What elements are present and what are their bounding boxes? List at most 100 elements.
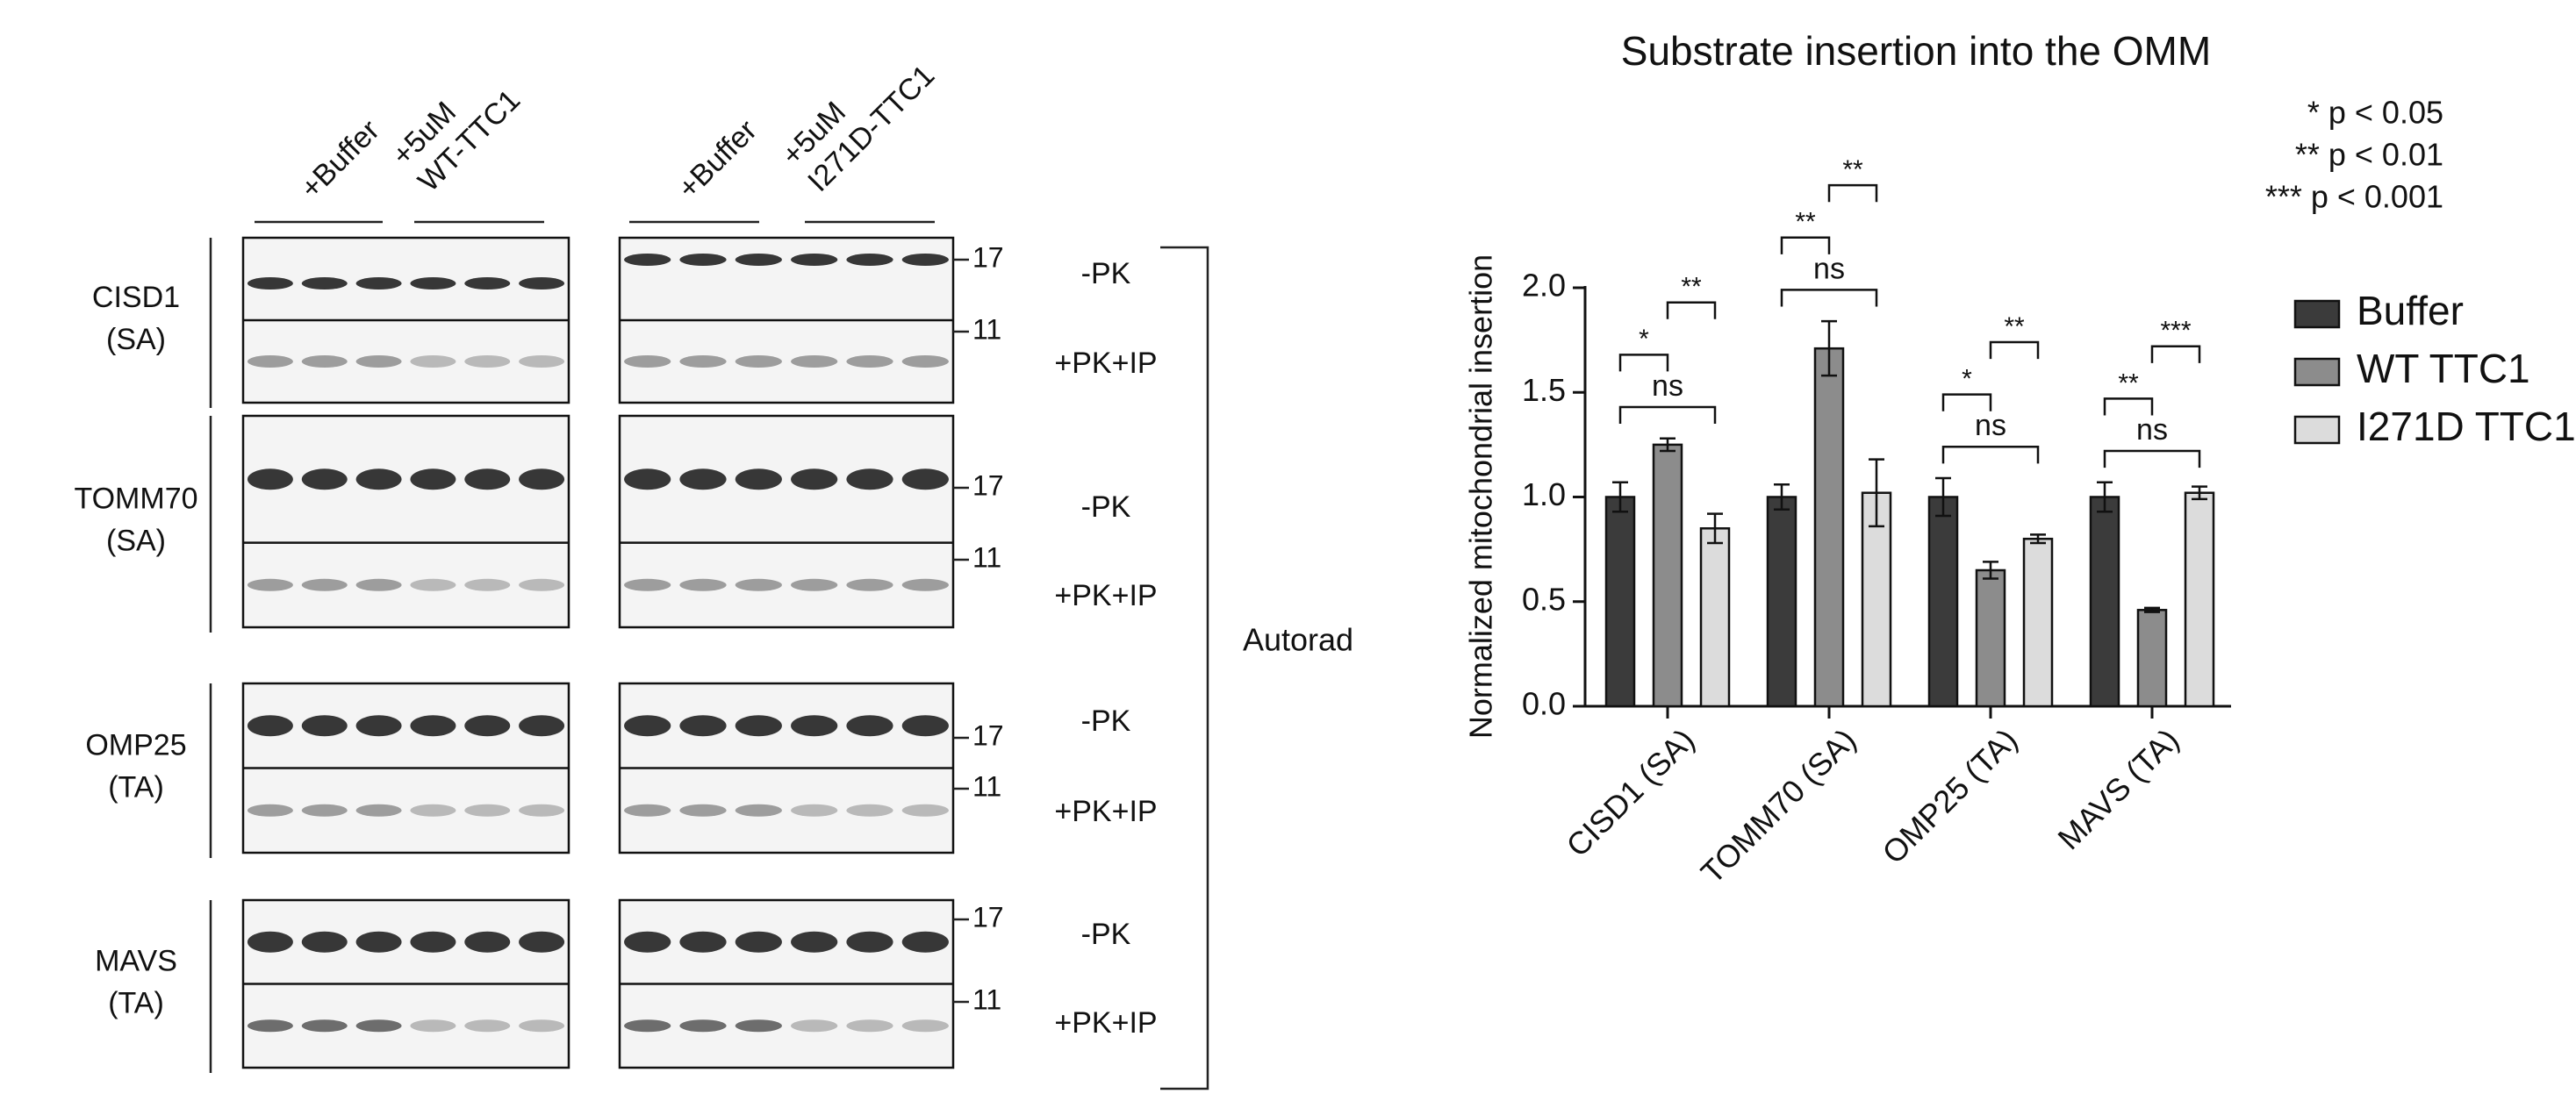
- marker-label: 11: [972, 313, 1001, 345]
- band-lower: [464, 804, 511, 817]
- band-lower: [247, 355, 293, 368]
- significance-bracket: [1618, 405, 1717, 425]
- band-upper: [901, 715, 949, 737]
- band-lower: [735, 1019, 782, 1033]
- band-lower: [410, 804, 456, 817]
- band-lower: [846, 1019, 893, 1033]
- error-bar: [1774, 483, 1790, 511]
- band-lower: [355, 1019, 402, 1033]
- significance-label: *: [1639, 325, 1649, 354]
- band-lower: [901, 355, 949, 368]
- error-bar: [2144, 606, 2160, 613]
- bar: [1766, 496, 1797, 708]
- treatment-label: -PK: [1081, 490, 1131, 524]
- bar: [1652, 443, 1683, 708]
- band-upper: [791, 254, 838, 266]
- band-upper: [519, 931, 565, 953]
- band-upper: [301, 931, 348, 953]
- band-lower: [679, 1019, 727, 1033]
- band-upper: [519, 715, 565, 737]
- error-bar: [2030, 533, 2046, 545]
- band-lower: [247, 1019, 293, 1033]
- band-upper: [410, 931, 456, 953]
- band-lower: [519, 804, 565, 817]
- error-bar: [1821, 319, 1837, 377]
- band-lower: [901, 804, 949, 817]
- condition-label: +Buffer: [671, 113, 764, 205]
- band-upper: [464, 715, 511, 737]
- band-lower: [519, 355, 565, 368]
- y-tick-label: 1.0: [1522, 476, 1566, 512]
- band-upper: [846, 254, 893, 266]
- bar: [2136, 609, 2168, 708]
- band-lower: [464, 1019, 511, 1033]
- y-axis-label: Normalized mitochondrial insertion: [1463, 254, 1499, 739]
- band-lower: [410, 1019, 456, 1033]
- band-lower: [679, 578, 727, 591]
- band-upper: [410, 715, 456, 737]
- band-lower: [735, 355, 782, 368]
- protein-topology: (TA): [108, 986, 164, 1019]
- band-upper: [901, 254, 949, 266]
- band-upper: [247, 468, 293, 490]
- band-upper: [735, 254, 782, 266]
- legend-label: Buffer: [2357, 288, 2464, 333]
- bar: [2022, 537, 2054, 708]
- significance-bracket: [2103, 449, 2201, 468]
- bar: [1813, 347, 1845, 708]
- significance-label: **: [1842, 155, 1863, 184]
- treatment-label: +PK+IP: [1054, 795, 1157, 828]
- band-lower: [464, 578, 511, 591]
- band-upper: [355, 715, 402, 737]
- y-tick-label: 0.5: [1522, 581, 1566, 617]
- treatment-label: +PK+IP: [1054, 579, 1157, 612]
- band-upper: [791, 468, 838, 490]
- bar: [1927, 496, 1959, 708]
- significance-bracket: [2103, 397, 2154, 416]
- significance-bracket: [1989, 340, 2040, 360]
- significance-label: **: [1681, 273, 1702, 302]
- autorad-bracket: [1160, 246, 1209, 1090]
- band-lower: [624, 1019, 671, 1033]
- band-upper: [301, 468, 348, 490]
- significance-label: *: [1962, 365, 1972, 394]
- significance-label: ns: [1975, 409, 2006, 442]
- band-upper: [519, 277, 565, 290]
- significance-bracket: [1618, 354, 1669, 372]
- treatment-label: +PK+IP: [1054, 1006, 1157, 1040]
- marker-label: 11: [972, 770, 1001, 802]
- band-lower: [247, 804, 293, 817]
- band-upper: [679, 468, 727, 490]
- band-lower: [791, 578, 838, 591]
- band-lower: [301, 355, 348, 368]
- band-lower: [519, 1019, 565, 1033]
- error-bar: [1707, 512, 1723, 545]
- band-upper: [624, 254, 671, 266]
- band-lower: [735, 578, 782, 591]
- band-upper: [464, 468, 511, 490]
- band-upper: [735, 715, 782, 737]
- band-upper: [846, 468, 893, 490]
- band-lower: [679, 804, 727, 817]
- blot-panel: [241, 414, 570, 629]
- significance-label: **: [2118, 368, 2139, 397]
- band-lower: [355, 804, 402, 817]
- significance-bracket: [2150, 345, 2201, 363]
- band-upper: [735, 468, 782, 490]
- protein-name: CISD1: [92, 281, 180, 314]
- band-upper: [624, 715, 671, 737]
- band-upper: [301, 277, 348, 290]
- band-upper: [901, 468, 949, 490]
- legend-swatch: [2293, 415, 2341, 445]
- x-tick-label: OMP25 (TA): [1875, 721, 2024, 870]
- treatment-label: -PK: [1081, 918, 1131, 951]
- significance-bracket: [1827, 183, 1878, 203]
- chart-title: Substrate insertion into the OMM: [1621, 28, 2211, 74]
- y-tick-label: 1.5: [1522, 372, 1566, 408]
- error-bar: [1935, 476, 1951, 518]
- band-upper: [355, 931, 402, 953]
- band-upper: [679, 931, 727, 953]
- band-upper: [301, 715, 348, 737]
- blot-panel: [618, 414, 955, 629]
